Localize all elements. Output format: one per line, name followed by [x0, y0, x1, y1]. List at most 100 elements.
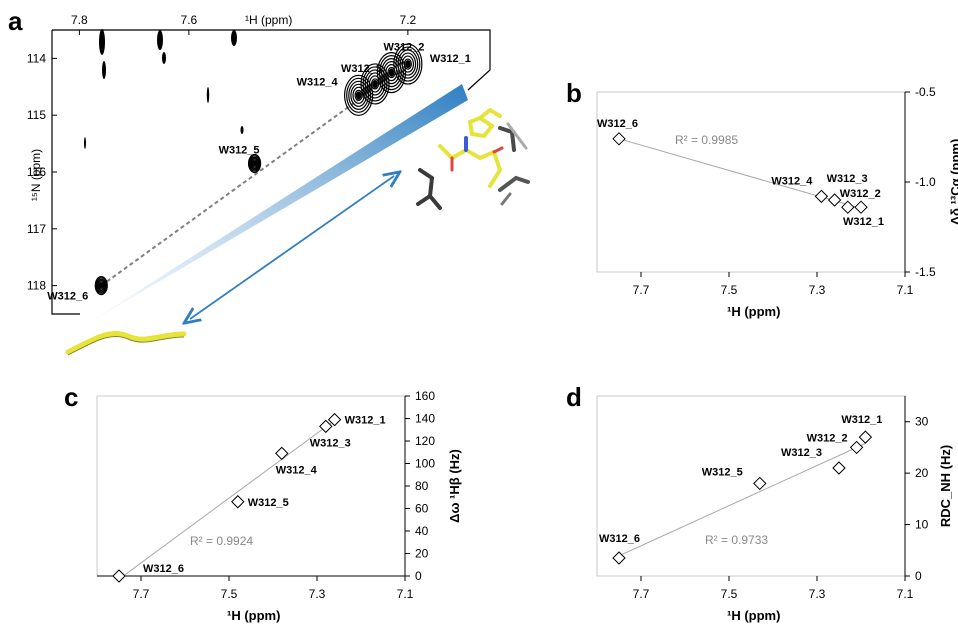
panel-a-y-tick-label: 114	[27, 51, 46, 65]
peak-label: W312_5	[219, 144, 260, 156]
peak-center	[405, 60, 411, 69]
peak-label: W312_3	[341, 63, 382, 75]
peak-contour	[247, 153, 262, 174]
panel-a-y-axis-title: ¹⁵N (ppm)	[29, 149, 43, 201]
peak-label: W312_1	[430, 53, 471, 65]
panel-b-r-squared: R² = 0.9985	[675, 133, 738, 147]
panel-a-frame-right	[52, 29, 491, 91]
panel-c-y-tick-label: 20	[415, 547, 429, 561]
peak-contour	[399, 52, 417, 76]
data-point-label: W312_6	[597, 118, 638, 130]
data-point-label: W312_1	[841, 414, 882, 426]
panel-c-x-tick-label: 7.1	[397, 587, 414, 601]
panel-c-x-tick-label: 7.7	[133, 587, 150, 601]
panel-c-fit-line	[118, 419, 335, 580]
panel-d-r-squared: R² = 0.9733	[705, 533, 768, 547]
panel-a-y-tick-label: 117	[27, 222, 46, 236]
peak-center	[355, 91, 362, 100]
peak-contour	[249, 156, 260, 171]
panel-c-plot-area	[96, 395, 406, 577]
peak-contour	[350, 83, 367, 107]
panel-b-x-axis-title: ¹H (ppm)	[727, 304, 780, 319]
peak-contour	[368, 75, 382, 93]
panel-b-x-tick-label: 7.5	[721, 283, 738, 297]
peak-contour	[97, 280, 106, 292]
data-point-marker	[841, 200, 855, 214]
data-point-label: W312_2	[840, 188, 881, 200]
peak-contour	[397, 49, 419, 79]
peak-center	[100, 283, 103, 288]
data-point-label: W312_1	[843, 216, 884, 228]
panel-c-y-axis-title: Δω ¹Hβ (Hz)	[447, 449, 462, 523]
panel-c-y-tick-label: 160	[415, 389, 435, 403]
panel-d-x-axis-title: ¹H (ppm)	[727, 608, 780, 623]
data-point-marker	[827, 193, 842, 207]
panel-a-nmr-spectrum: 7.8 7.6 7.2 114 115 116 117 118 ¹H (ppm) ¹⁵N (…	[27, 13, 530, 356]
peak-contour	[393, 43, 423, 85]
panel-d-plot-area	[596, 395, 906, 577]
peak-contour	[252, 160, 257, 167]
peak-contour	[352, 86, 365, 104]
data-point-label: W312_4	[771, 175, 813, 187]
panel-letter-d: d	[566, 382, 582, 412]
panel-c-y-tick-label: 40	[415, 524, 429, 538]
peak-contour	[99, 282, 104, 289]
data-point-label: W312_3	[310, 437, 351, 449]
panel-d-y-tick-label: 0	[915, 569, 922, 583]
data-point-label: W312_5	[702, 466, 743, 478]
panel-a-x-tick-label: 7.2	[400, 13, 417, 27]
peak-label: W312_6	[47, 291, 88, 303]
data-point-label: W312_4	[276, 464, 318, 476]
panel-b-y-tick-label: -0.5	[915, 85, 936, 99]
panel-d-y-tick-label: 10	[915, 518, 929, 532]
peak-contour	[98, 281, 105, 290]
peak-contour	[385, 63, 398, 82]
peak-contour	[387, 66, 396, 79]
data-point-marker	[753, 476, 767, 491]
peak-contour	[344, 74, 374, 116]
panel-c-y-tick-label: 60	[415, 502, 429, 516]
peak-contour	[96, 278, 107, 293]
peak-label: W312_2	[383, 42, 424, 54]
panel-a-y-tick-label: 115	[27, 108, 46, 122]
peak-contour	[362, 66, 388, 102]
peak-contour	[376, 51, 407, 94]
panel-a-y-tick-label: 116	[27, 165, 46, 179]
peak-trajectory-dashed-line	[100, 63, 409, 287]
panel-letter-b: b	[566, 78, 582, 108]
peak-contour	[250, 157, 259, 170]
peak-contour	[346, 77, 372, 113]
data-point-marker	[275, 446, 289, 461]
panel-b-x-tick-label: 7.3	[809, 283, 826, 297]
tryptophan-stick-model	[416, 107, 530, 210]
panel-b-x-tick-label: 7.7	[633, 283, 650, 297]
peak-center	[372, 79, 378, 88]
data-point-marker	[849, 440, 864, 455]
peak-contour	[378, 54, 404, 91]
panel-b-plot-area	[596, 91, 906, 273]
data-point-marker	[858, 430, 873, 444]
panel-c-x-tick-label: 7.3	[309, 587, 326, 601]
minor-contours	[84, 29, 244, 149]
peak-center	[388, 68, 395, 77]
peak-contour	[364, 69, 386, 99]
helix-cartoon	[65, 330, 187, 355]
panel-d-fit-line	[618, 443, 866, 557]
panel-d-y-axis-title: RDC_NH (Hz)	[938, 445, 953, 527]
peak-label: W312_4	[297, 76, 339, 88]
helix-cartoon-edge	[67, 335, 185, 356]
panel-c-y-tick-label: 80	[415, 479, 429, 493]
panel-letter-a: a	[8, 6, 23, 36]
panel-d-x-tick-label: 7.7	[633, 587, 650, 601]
peak-contour	[370, 78, 380, 90]
data-point-marker	[112, 569, 126, 583]
panel-c-x-tick-label: 7.5	[221, 587, 238, 601]
data-point-marker	[612, 132, 626, 146]
panel-d-x-tick-label: 7.5	[721, 587, 738, 601]
peak-contour	[248, 155, 261, 172]
data-point-label: W312_6	[143, 563, 184, 575]
data-point-marker	[832, 461, 846, 475]
data-point-label: W312_1	[345, 415, 386, 427]
panel-a-y-tick-label: 118	[27, 279, 46, 293]
